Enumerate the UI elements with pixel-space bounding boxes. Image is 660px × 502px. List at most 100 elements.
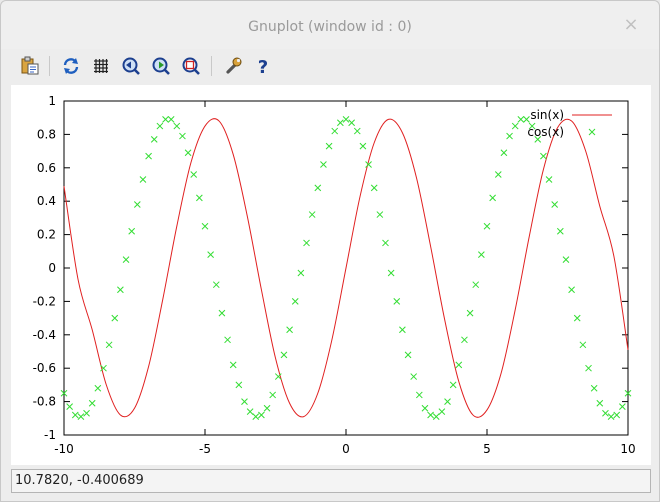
help-button[interactable]: ? (252, 55, 274, 77)
data-point (489, 194, 496, 202)
data-point (438, 408, 446, 415)
data-point (314, 184, 322, 192)
data-point (376, 211, 384, 218)
data-point (173, 122, 181, 130)
data-point (399, 326, 406, 334)
grid-icon (94, 59, 108, 73)
x-tick-label: 0 (342, 442, 350, 456)
y-tick-label: -0.6 (33, 361, 56, 375)
x-tick-label: -10 (54, 442, 74, 456)
data-point (562, 256, 570, 264)
data-point (286, 326, 293, 334)
data-point (162, 116, 169, 123)
data-point (624, 389, 632, 397)
toolbar: ? (1, 49, 659, 83)
data-point (410, 373, 418, 380)
data-point (545, 176, 553, 183)
data-point (455, 361, 463, 369)
copy-clipboard-button[interactable] (19, 55, 41, 77)
plot-canvas[interactable]: -1 -0.8 -0.6 -0.4 -0.2 0 0.2 0.4 0.6 0.8 1 -10 -5 0 5 1… (11, 85, 651, 465)
data-point (190, 171, 198, 178)
data-point (387, 269, 395, 277)
x-tick-label: -5 (199, 442, 211, 456)
settings-button[interactable] (222, 55, 244, 77)
data-point (613, 411, 621, 419)
data-point (370, 184, 378, 192)
mouse-coordinates: 10.7820, -0.400689 (15, 473, 144, 488)
data-point (274, 373, 282, 380)
data-point (241, 398, 248, 405)
y-tick-label: -0.8 (33, 395, 56, 409)
data-point (506, 132, 513, 140)
data-point (145, 152, 152, 160)
data-point (207, 251, 214, 258)
data-point (122, 256, 130, 264)
data-point (201, 222, 209, 230)
data-point (66, 403, 73, 410)
plot-area[interactable]: -1 -0.8 -0.6 -0.4 -0.2 0 0.2 0.4 0.6 0.8 1 -10 -5 0 5 1… (11, 85, 651, 465)
data-point (359, 142, 367, 150)
data-point (184, 149, 192, 157)
next-zoom-button[interactable] (150, 55, 172, 77)
close-button[interactable]: × (623, 14, 639, 35)
data-point (472, 281, 480, 289)
y-tick-label: 0.6 (37, 161, 56, 175)
zoom-next-icon (152, 57, 170, 75)
data-point (551, 201, 559, 208)
data-point (246, 408, 254, 415)
data-point (556, 227, 564, 235)
data-point (602, 409, 609, 417)
data-point (224, 336, 231, 344)
data-point (71, 411, 79, 419)
data-point (534, 136, 542, 143)
data-point (94, 384, 102, 392)
title-bar[interactable]: Gnuplot (window id : 0) × (1, 1, 659, 49)
data-point (117, 286, 124, 294)
previous-zoom-button[interactable] (120, 55, 142, 77)
data-point (229, 361, 237, 369)
data-point (196, 194, 203, 202)
replot-button[interactable] (60, 55, 82, 77)
help-icon: ? (258, 57, 268, 77)
wrench-icon (226, 57, 242, 74)
data-point (337, 119, 344, 127)
data-point (573, 314, 581, 322)
autoscale-button[interactable] (180, 55, 202, 77)
x-tick-label: 10 (620, 442, 635, 456)
data-point (88, 399, 96, 407)
y-tick-label: 0.8 (37, 127, 56, 141)
data-point (252, 413, 260, 420)
data-point (348, 119, 355, 127)
data-point (342, 116, 350, 123)
data-point (523, 116, 530, 123)
data-point (365, 161, 372, 168)
data-point (517, 116, 525, 123)
data-point (596, 399, 604, 407)
data-point (427, 411, 434, 419)
data-point (432, 413, 440, 420)
data-point (100, 364, 107, 372)
data-point (83, 409, 90, 417)
data-point (540, 152, 547, 160)
data-point (478, 251, 485, 258)
grid-button[interactable] (90, 55, 112, 77)
data-point (585, 364, 592, 372)
legend-point-swatch (588, 128, 596, 136)
autoscale-icon (182, 57, 200, 75)
data-point (404, 351, 412, 359)
data-point (133, 201, 141, 208)
data-point (280, 351, 288, 359)
series-line-0 (63, 118, 629, 418)
data-point (494, 171, 502, 178)
data-point (466, 309, 474, 317)
data-point (619, 403, 626, 410)
data-point (421, 404, 429, 412)
data-point (590, 384, 598, 392)
data-point (444, 398, 451, 405)
data-point (212, 281, 220, 289)
data-point (303, 239, 310, 247)
data-point (353, 127, 361, 135)
data-point (579, 341, 587, 349)
zoom-previous-icon (122, 57, 140, 75)
